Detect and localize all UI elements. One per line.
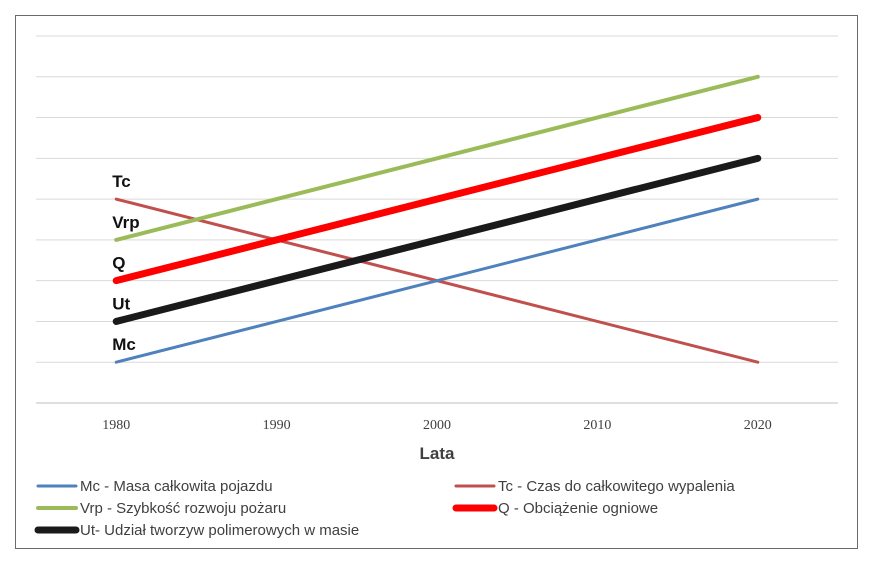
series-end-labels: Mc Tc Vrp Q Ut [112,172,139,354]
legend-item-q: Q - Obciążenie ogniowe [452,500,658,517]
legend-label-mc: Mc - Masa całkowita pojazdu [80,478,273,495]
series-label-vrp: Vrp [112,213,139,232]
legend: Mc - Masa całkowita pojazdu Tc - Czas do … [34,478,735,539]
legend-item-vrp: Vrp - Szybkość rozwoju pożaru [36,500,286,517]
x-tick-1990: 1990 [263,418,291,433]
series-line-ut [112,154,762,325]
legend-label-tc: Tc - Czas do całkowitego wypalenia [498,478,735,495]
legend-label-q: Q - Obciążenie ogniowe [498,500,658,517]
series-line-vrp [114,74,760,242]
legend-item-ut: Ut- Udział tworzyw polimerowych w masie [34,522,359,539]
x-tick-2020: 2020 [744,418,772,433]
series-label-mc: Mc [112,335,136,354]
series-label-tc: Tc [112,172,131,191]
legend-item-mc: Mc - Masa całkowita pojazdu [36,478,273,495]
x-tick-labels: 1980 1990 2000 2010 2020 [102,418,772,433]
series-line-q [112,114,762,285]
legend-label-vrp: Vrp - Szybkość rozwoju pożaru [80,500,286,517]
series-label-q: Q [112,254,125,273]
legend-item-tc: Tc - Czas do całkowitego wypalenia [454,478,735,495]
gridlines [36,35,838,404]
series-lines [112,74,762,364]
line-chart: 1980 1990 2000 2010 2020 Mc Tc Vrp Q Ut Lata Mc … [34,35,838,539]
x-tick-2000: 2000 [423,418,451,433]
legend-label-ut: Ut- Udział tworzyw polimerowych w masie [80,522,359,539]
x-tick-1980: 1980 [102,418,130,433]
series-line-mc [114,197,760,364]
series-label-ut: Ut [112,294,130,313]
x-axis-title: Lata [420,444,456,463]
x-tick-2010: 2010 [583,418,611,433]
chart-frame: 1980 1990 2000 2010 2020 Mc Tc Vrp Q Ut Lata Mc … [15,15,858,549]
